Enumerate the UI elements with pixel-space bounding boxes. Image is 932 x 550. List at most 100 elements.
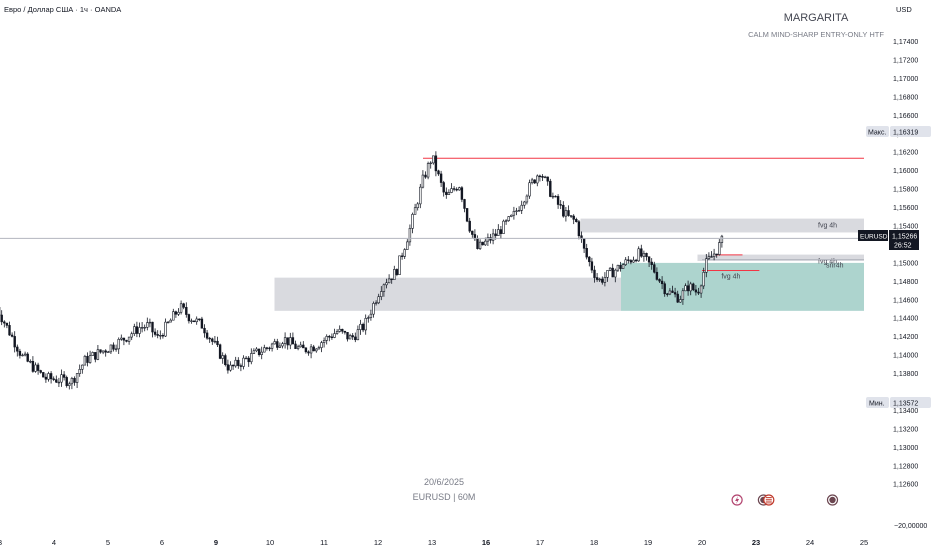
candle-body-down (39, 370, 42, 373)
candle-body-up (616, 264, 620, 271)
candle-body-up (23, 353, 27, 356)
lightning-glyph (735, 496, 740, 504)
candle (255, 347, 258, 353)
currency-label[interactable]: USD (896, 5, 912, 14)
candle-body-up (325, 336, 328, 341)
candle (572, 214, 575, 225)
candle-body-down (42, 372, 45, 378)
candle-body-up (564, 210, 568, 217)
candle-body-up (91, 352, 94, 356)
candle-body-down (692, 283, 695, 291)
candle-body-down (549, 180, 552, 197)
candle-body-up (364, 317, 367, 331)
candle-body-up (322, 340, 326, 343)
time-tick-label: 11 (320, 538, 328, 547)
candle (507, 216, 510, 222)
candle (541, 174, 544, 182)
instrument-title[interactable]: Евро / Доллар США · 1ч · OANDA (4, 5, 121, 14)
max-value-tag (890, 126, 931, 137)
candle (133, 323, 136, 337)
candle-body-down (489, 237, 492, 241)
candle (528, 179, 531, 199)
candle-body-down (65, 377, 68, 386)
candle (387, 274, 391, 284)
candle (127, 336, 131, 345)
candle-body-down (16, 346, 19, 352)
candle (671, 285, 674, 294)
candle-body-up (333, 333, 336, 338)
time-axis[interactable]: 3 4 5 6 9 10 11 12 13 16 17 18 19 20 23 24 25 (0, 538, 868, 547)
candle (702, 267, 705, 290)
candle-body-down (533, 179, 536, 184)
candle-body-up (406, 241, 409, 250)
candle-body-down (653, 264, 656, 273)
candle-body-down (595, 277, 599, 280)
price-axis[interactable]: USD 1,17400 1,17200 1,17000 1,16800 1,16600 1… (858, 0, 932, 530)
candle-body-down (541, 176, 544, 178)
candle (39, 369, 42, 374)
candle-body-up (621, 264, 625, 269)
candle (333, 328, 336, 339)
candle-body-down (237, 359, 240, 366)
countdown: 26:52 (894, 243, 912, 250)
candle (647, 256, 651, 267)
candle (283, 332, 287, 349)
candle-body-up (283, 337, 287, 344)
candle-body-down (122, 337, 126, 341)
candle (512, 206, 516, 220)
candle-body-down (424, 174, 427, 178)
author-name: MARGARITA (784, 12, 849, 24)
candle (81, 364, 84, 374)
candle (151, 321, 154, 338)
candle (122, 337, 126, 346)
candle-body-down (645, 252, 648, 258)
candle-body-down (710, 256, 713, 258)
extra-tick: −20,00000 (894, 523, 927, 530)
candle-body-up (393, 269, 396, 280)
candle-body-down (455, 188, 458, 191)
time-tick-label: 9 (214, 538, 218, 547)
candle (3, 320, 6, 328)
candle-body-up (367, 317, 370, 319)
candle (658, 278, 661, 283)
candle-body-up (517, 210, 521, 212)
candle (94, 352, 97, 363)
candle (55, 375, 58, 383)
candle (538, 174, 542, 182)
candle-body-up (421, 174, 425, 188)
candle (593, 265, 596, 283)
candle-body-up (146, 322, 149, 328)
price-tick-label: 1,16800 (893, 94, 918, 101)
price-tick-label: 1,13000 (893, 445, 918, 452)
candle-body-up (504, 220, 508, 222)
candle (62, 371, 66, 381)
candle (632, 256, 635, 263)
candle (465, 208, 469, 223)
candle (320, 340, 323, 353)
ticker-tag (858, 230, 888, 241)
candle (120, 334, 123, 341)
candle (486, 233, 490, 246)
candle-body-down (330, 336, 334, 339)
us-flag-icon-ring (763, 494, 775, 506)
candle-body-down (73, 378, 76, 383)
candle-body-up (699, 285, 703, 294)
candle-body-up (221, 355, 224, 359)
candle-body-up (543, 176, 547, 179)
candle-body-down (104, 350, 107, 353)
candle-body-down (182, 303, 185, 308)
candle-body-down (559, 204, 562, 206)
candle (645, 252, 648, 261)
candle (585, 243, 588, 260)
candle (265, 346, 269, 351)
candle (692, 282, 695, 292)
candle-body-down (590, 261, 594, 271)
zone-0 (580, 218, 864, 233)
candle (99, 349, 102, 354)
candle (291, 332, 295, 345)
price-tick-label: 1,17200 (893, 57, 918, 64)
candle (52, 376, 55, 382)
price-value: 1,15266 (892, 234, 917, 241)
candle (60, 369, 63, 387)
